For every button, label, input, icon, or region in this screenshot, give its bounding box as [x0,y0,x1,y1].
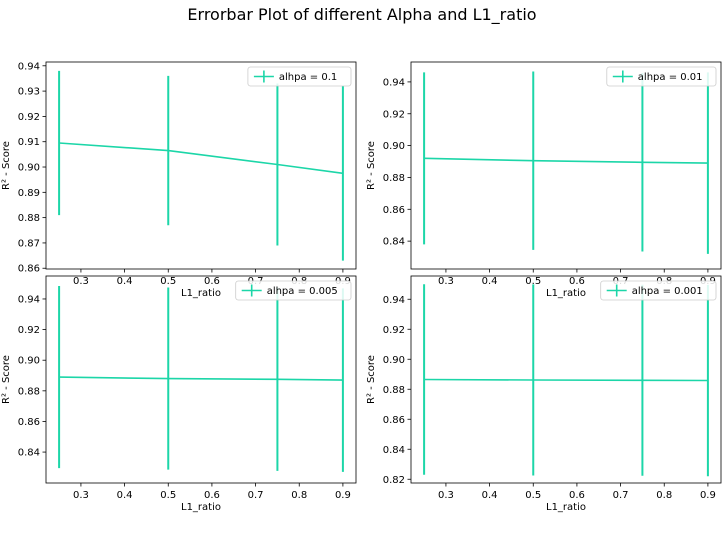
subplot-1: 0.30.40.50.60.70.80.90.860.870.880.890.9… [1,61,357,299]
x-tick-label: 0.9 [700,490,716,501]
y-tick-label: 0.84 [18,448,40,459]
y-tick-label: 0.92 [18,325,40,336]
x-axis-label: L1_ratio [181,502,221,513]
x-axis-label: L1_ratio [181,288,221,299]
y-tick-label: 0.91 [18,137,40,148]
x-tick-label: 0.8 [656,490,672,501]
legend: alhpa = 0.001 [600,280,717,301]
y-tick-label: 0.88 [383,173,405,184]
x-tick-label: 0.3 [73,276,89,287]
y-tick-label: 0.94 [18,294,40,305]
y-tick-label: 0.82 [383,475,405,486]
x-tick-label: 0.6 [569,276,585,287]
x-tick-label: 0.3 [438,490,454,501]
y-tick-label: 0.86 [18,264,40,275]
y-tick-label: 0.94 [383,295,405,306]
y-tick-label: 0.84 [383,237,405,248]
x-tick-label: 0.7 [613,490,629,501]
legend-label: alhpa = 0.1 [279,72,337,83]
subplot-2: 0.30.40.50.60.70.80.90.840.860.880.900.9… [366,61,722,299]
legend-box [235,280,352,301]
y-tick-label: 0.92 [383,325,405,336]
y-axis-label: R² - Score [366,141,377,190]
x-tick-label: 0.4 [117,276,133,287]
legend: alhpa = 0.1 [247,66,352,87]
x-axis-label: L1_ratio [546,502,586,513]
plot-area [58,285,344,472]
y-tick-label: 0.88 [18,386,40,397]
x-tick-label: 0.6 [204,276,220,287]
x-axis-label: L1_ratio [546,288,586,299]
y-tick-label: 0.94 [383,77,405,88]
y-tick-label: 0.88 [18,213,40,224]
x-tick-label: 0.9 [335,490,351,501]
y-tick-label: 0.90 [18,356,40,367]
legend: alhpa = 0.01 [606,66,717,87]
axes-frame [410,61,722,270]
legend-box [600,280,717,301]
figure-title: Errorbar Plot of different Alpha and L1_… [187,5,536,25]
y-tick-label: 0.86 [18,417,40,428]
legend-box [606,66,717,87]
x-tick-label: 0.5 [160,490,176,501]
x-tick-label: 0.6 [569,490,585,501]
legend-label: alhpa = 0.01 [638,72,703,83]
mean-line [59,142,344,175]
y-tick-label: 0.84 [383,445,405,456]
y-tick-label: 0.92 [383,109,405,120]
y-tick-label: 0.87 [18,238,40,249]
y-tick-label: 0.86 [383,205,405,216]
legend-label: alhpa = 0.005 [267,286,338,297]
x-tick-label: 0.4 [482,490,498,501]
y-tick-label: 0.94 [18,61,40,72]
axes-frame [45,61,357,270]
y-tick-label: 0.92 [18,112,40,123]
y-tick-label: 0.88 [383,385,405,396]
plot-area [58,70,344,261]
y-tick-label: 0.93 [18,87,40,98]
y-tick-label: 0.90 [383,355,405,366]
subplot-3: 0.3 0.4 0.5 0.6 0.7 0.8 0.9 0.84 0.86 0.88 0.90 0.9… [1,275,357,513]
x-tick-label: 0.5 [525,490,541,501]
legend: alhpa = 0.005 [235,280,352,301]
plot-area [423,284,709,477]
x-tick-label: 0.3 [73,490,89,501]
mean-line [59,376,343,381]
legend-label: alhpa = 0.001 [632,286,703,297]
x-tick-label: 0.5 [160,276,176,287]
y-axis-label: R² - Score [1,141,12,190]
y-tick-label: 0.90 [383,141,405,152]
subplot-4: 0.3 0.4 0.5 0.6 0.7 0.8 0.9 0.82 0.84 0.86 0.88 0.9… [366,275,722,513]
x-tick-label: 0.8 [291,490,307,501]
x-tick-label: 0.4 [482,276,498,287]
y-tick-label: 0.89 [18,188,40,199]
y-axis-label: R² - Score [366,355,377,404]
axes-frame [410,275,722,484]
plot-area [423,71,709,254]
axes-frame [45,275,357,484]
x-tick-label: 0.6 [204,490,220,501]
subplot-grid: 0.3 0.4 0.5 0.6 0.7 0.8 0.9 0.86 0.87 0.88 0.89 0.9… [1,61,722,513]
x-tick-label: 0.4 [117,490,133,501]
x-tick-label: 0.7 [248,490,264,501]
y-tick-label: 0.90 [18,163,40,174]
mean-line [424,378,708,382]
y-tick-label: 0.86 [383,415,405,426]
legend-box [247,66,352,87]
x-tick-label: 0.3 [438,276,454,287]
mean-line [424,157,708,164]
x-tick-label: 0.5 [525,276,541,287]
y-axis-label: R² - Score [1,355,12,404]
